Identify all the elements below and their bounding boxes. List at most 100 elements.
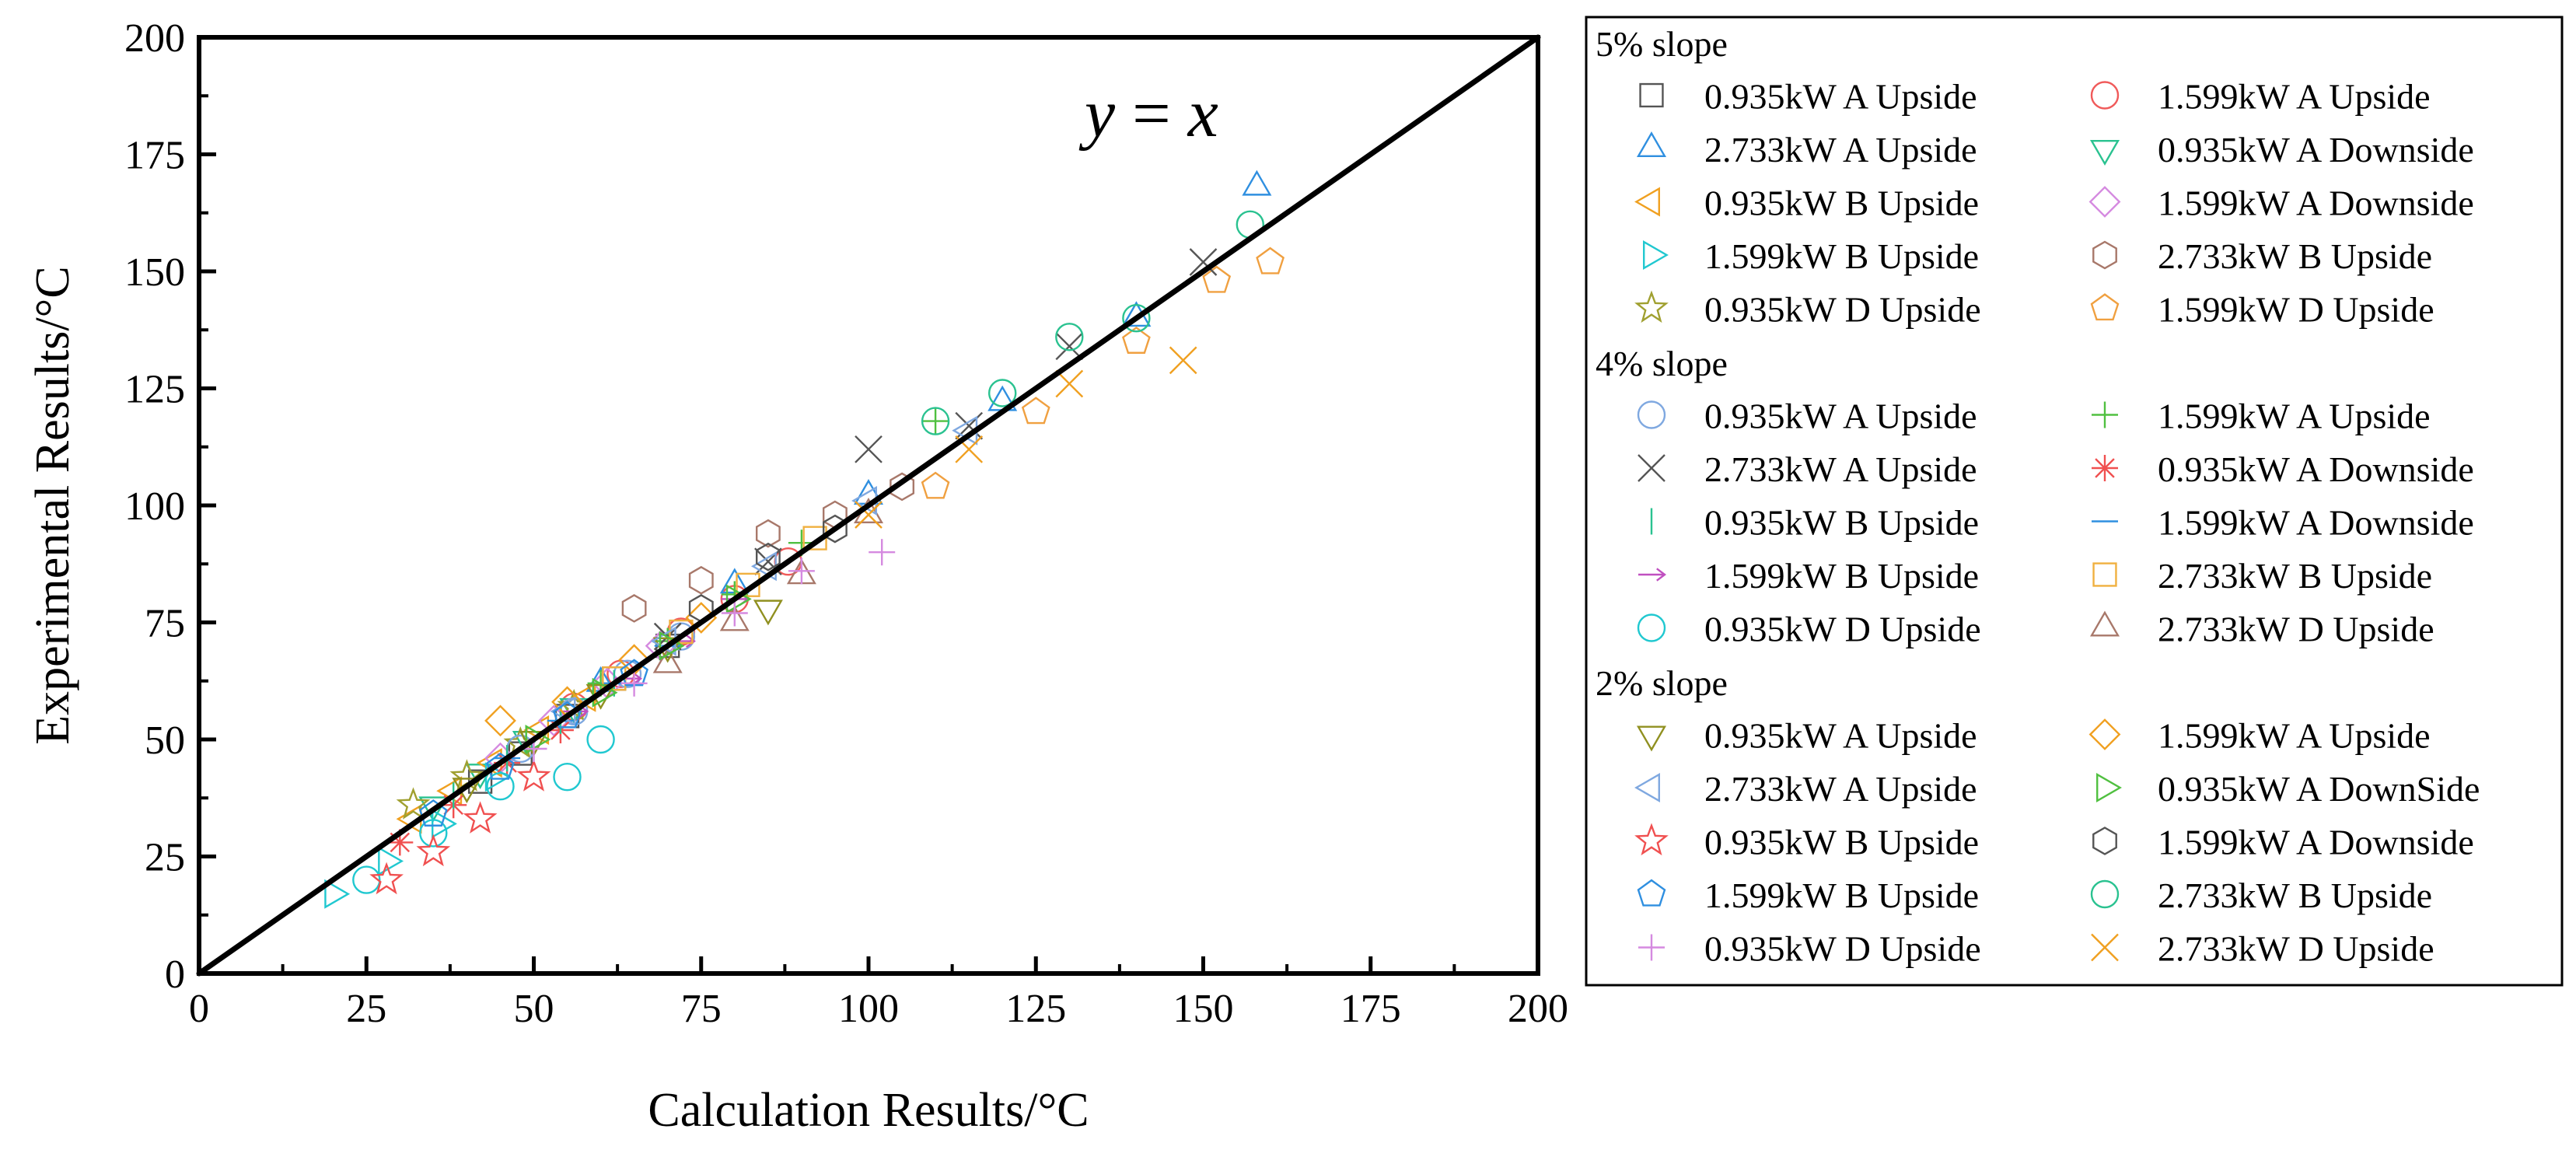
legend-label: 2.733kW A Upside bbox=[1704, 769, 1977, 809]
data-point bbox=[1021, 397, 1050, 425]
series-1-8 bbox=[621, 472, 915, 623]
data-point bbox=[484, 704, 516, 737]
y-tick-label: 125 bbox=[124, 368, 185, 412]
y-tick-label: 25 bbox=[145, 836, 185, 880]
data-point bbox=[352, 865, 381, 894]
x-tick-label: 150 bbox=[1173, 987, 1234, 1031]
legend-label: 0.935kW A Upside bbox=[1704, 77, 1977, 117]
legend-item: 1.599kW B Upside bbox=[1637, 876, 1979, 915]
data-point bbox=[788, 558, 815, 585]
data-point bbox=[324, 879, 351, 909]
legend-symbol bbox=[1636, 725, 1667, 752]
data-point bbox=[618, 644, 650, 676]
data-point bbox=[418, 796, 449, 823]
legend-symbol bbox=[2092, 455, 2118, 481]
legend-label: 0.935kW D Upside bbox=[1704, 929, 1981, 969]
data-point bbox=[418, 799, 448, 827]
data-point bbox=[652, 647, 683, 673]
x-tick-label: 100 bbox=[838, 987, 899, 1031]
legend-label: 2.733kW A Upside bbox=[1704, 130, 1977, 170]
legend-item: 0.935kW B Upside bbox=[1634, 184, 1979, 223]
y-tick-label: 0 bbox=[165, 953, 185, 997]
legend-symbol bbox=[1634, 290, 1669, 323]
data-point bbox=[1055, 369, 1084, 398]
legend-item: 2.733kW A Upside bbox=[1636, 130, 1977, 170]
legend-label: 0.935kW D Upside bbox=[1704, 610, 1981, 649]
legend-symbol bbox=[2089, 610, 2120, 637]
data-point bbox=[685, 602, 718, 634]
legend-label: 0.935kW A DownSide bbox=[2158, 769, 2480, 809]
legend-label: 0.935kW B Upside bbox=[1704, 184, 1979, 223]
legend-label: 1.599kW B Upside bbox=[1704, 556, 1979, 596]
legend-symbol bbox=[2092, 401, 2118, 428]
legend-label: 1.599kW B Upside bbox=[1704, 236, 1979, 276]
legend-symbol bbox=[1634, 823, 1669, 856]
data-point bbox=[484, 762, 511, 792]
series-2-3 bbox=[653, 248, 1218, 651]
legend-symbol bbox=[1637, 879, 1666, 907]
legend-item: 0.935kW A Upside bbox=[1639, 77, 1977, 117]
legend-item: 0.935kW B Upside bbox=[1634, 823, 1979, 862]
series-3-6 bbox=[688, 514, 848, 623]
data-point bbox=[586, 725, 615, 754]
legend-label: 0.935kW A Downside bbox=[2158, 449, 2474, 489]
data-point bbox=[486, 752, 515, 780]
legend-symbol bbox=[2091, 933, 2119, 962]
legend-symbol bbox=[1637, 400, 1666, 429]
data-point bbox=[416, 834, 451, 867]
legend-item: 2.733kW B Upside bbox=[2092, 236, 2432, 276]
data-point bbox=[921, 407, 950, 435]
reference-line-y-equals-x bbox=[196, 34, 1541, 977]
data-point bbox=[755, 519, 781, 548]
legend-item: 0.935kW A Upside bbox=[1636, 716, 1977, 756]
series-1-7 bbox=[324, 762, 511, 909]
legend-symbol bbox=[1643, 239, 1669, 271]
legend-symbol bbox=[2092, 827, 2117, 855]
legend-symbol bbox=[2090, 81, 2120, 110]
data-point bbox=[1122, 304, 1151, 333]
data-point bbox=[1242, 170, 1272, 196]
series-group-2 bbox=[352, 248, 1218, 894]
legend-item: 0.935kW D Upside bbox=[1638, 929, 1981, 969]
legend-symbol bbox=[2088, 186, 2121, 218]
x-tick-label: 175 bbox=[1340, 987, 1401, 1031]
legend-symbol bbox=[1638, 568, 1666, 582]
data-point bbox=[855, 501, 883, 529]
data-point bbox=[719, 605, 750, 631]
data-point bbox=[396, 787, 431, 820]
legend-label: 0.935kW D Upside bbox=[1704, 290, 1981, 330]
legend-label: 1.599kW A Upside bbox=[2158, 77, 2431, 117]
legend-symbol bbox=[1639, 82, 1664, 108]
legend-label: 1.599kW A Upside bbox=[2158, 716, 2431, 756]
legend-label: 2.733kW A Upside bbox=[1704, 449, 1977, 489]
legend-symbol bbox=[1638, 934, 1665, 961]
legend-item: 2.733kW D Upside bbox=[2091, 929, 2434, 969]
reference-label-y: y bbox=[1078, 76, 1116, 152]
legend-item: 0.935kW B Upside bbox=[1650, 503, 1979, 543]
axes: 0 25 50 75 100 125 150 175 200 0 25 50 75 100 125 150 17… bbox=[26, 16, 1568, 1137]
series-3-8 bbox=[921, 210, 1265, 435]
y-axis-label: Experimental Results/°C bbox=[26, 266, 79, 744]
data-point bbox=[378, 846, 404, 876]
legend-item: 0.935kW A Downside bbox=[2092, 449, 2474, 489]
x-tick-label: 50 bbox=[514, 987, 554, 1031]
series-3-10 bbox=[855, 346, 1197, 529]
x-tick-label: 75 bbox=[681, 987, 722, 1031]
legend-item: 0.935kW A Downside bbox=[2089, 130, 2474, 170]
data-point bbox=[1122, 326, 1151, 354]
legend-symbol bbox=[2090, 879, 2120, 909]
legend-group-title: 2% slope bbox=[1596, 663, 1728, 703]
legend-item: 0.935kW A DownSide bbox=[2096, 769, 2480, 809]
legend-item: 1.599kW D Upside bbox=[2090, 290, 2434, 330]
legend-symbol bbox=[2096, 772, 2122, 803]
data-point bbox=[463, 801, 498, 834]
legend: 5% slope 0.935kW A Upside 1.599kW A Upside… bbox=[1585, 16, 2564, 987]
data-point bbox=[516, 759, 551, 792]
series-3-9 bbox=[520, 539, 896, 762]
legend-label: 0.935kW B Upside bbox=[1704, 823, 1979, 862]
data-point bbox=[1055, 323, 1084, 351]
data-point bbox=[1202, 265, 1232, 293]
x-tick-label: 200 bbox=[1508, 987, 1568, 1031]
legend-symbol bbox=[2090, 293, 2120, 321]
